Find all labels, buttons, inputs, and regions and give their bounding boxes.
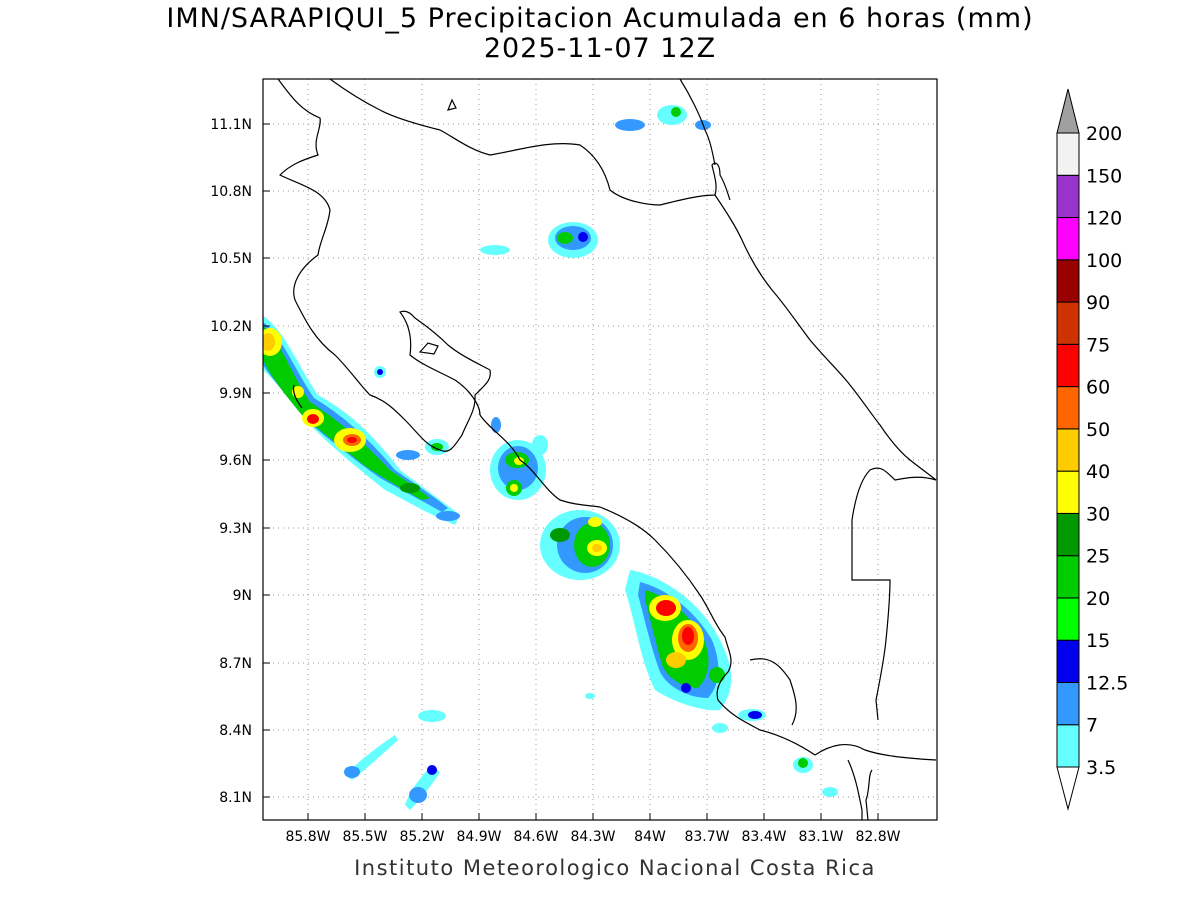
plot-frame <box>262 78 938 821</box>
colorbar-level-label: 30 <box>1086 503 1110 525</box>
colorbar-swatch <box>1056 132 1080 176</box>
x-tick-label: 84.9W <box>456 829 501 845</box>
colorbar-swatch <box>1056 470 1080 514</box>
y-tick-label: 8.4N <box>219 723 252 739</box>
x-tick-label: 85.5W <box>342 829 387 845</box>
colorbar-level-label: 120 <box>1086 208 1122 230</box>
colorbar-swatch <box>1056 301 1080 345</box>
colorbar-swatch <box>1056 428 1080 472</box>
colorbar-level-label: 200 <box>1086 123 1122 145</box>
colorbar-swatch <box>1056 597 1080 641</box>
rain-cell-osa-peninsula <box>625 570 732 711</box>
colorbar-level-label: 12.5 <box>1086 672 1128 694</box>
y-tick-label: 9.9N <box>219 386 252 402</box>
colorbar-level-label: 25 <box>1086 546 1110 568</box>
colorbar-swatch <box>1056 724 1080 768</box>
y-tick-label: 11.1N <box>210 117 252 133</box>
precipitation-field <box>263 105 838 810</box>
rain-cell-north <box>480 105 711 258</box>
colorbar-level-label: 75 <box>1086 334 1110 356</box>
y-tick-label: 10.5N <box>210 251 252 267</box>
colorbar-swatch <box>1056 512 1080 557</box>
colorbar-swatch <box>1056 386 1080 430</box>
colorbar-level-label: 90 <box>1086 292 1110 314</box>
colorbar-level-label: 100 <box>1086 250 1122 272</box>
colorbar-swatch <box>1056 639 1080 683</box>
rain-cell-small <box>396 450 420 460</box>
y-tick-label: 9.6N <box>219 453 252 469</box>
x-tick-label: 82.8W <box>855 829 900 845</box>
x-tick-label: 83.7W <box>684 829 729 845</box>
longitude-axis: 85.8W 85.5W 85.2W 84.9W 84.6W 84.3W 84W 83.7W 83… <box>285 813 901 845</box>
x-tick-label: 84.3W <box>570 829 615 845</box>
colorbar-swatch <box>1056 217 1080 261</box>
y-tick-label: 8.7N <box>219 656 252 672</box>
x-tick-label: 85.2W <box>399 829 444 845</box>
map-title: IMN/SARAPIQUI_5 Precipitacion Acumulada … <box>166 3 1034 34</box>
y-tick-label: 9.3N <box>219 521 252 537</box>
x-tick-label: 83.1W <box>798 829 843 845</box>
colorbar-level-label: 7 <box>1086 715 1098 737</box>
x-tick-label: 85.8W <box>285 829 330 845</box>
colorbar-level-label: 60 <box>1086 377 1110 399</box>
x-tick-label: 84W <box>634 829 666 845</box>
colorbar-swatch <box>1056 174 1080 219</box>
y-tick-label: 9N <box>233 588 252 604</box>
rain-cell-offshore-south <box>344 710 446 810</box>
map-subtitle-datetime: 2025-11-07 12Z <box>483 33 717 64</box>
colorbar-swatch <box>1056 259 1080 303</box>
y-tick-label: 10.8N <box>210 184 252 200</box>
y-tick-label: 8.1N <box>219 790 252 806</box>
colorbar-min-arrow <box>1056 766 1080 811</box>
rain-cell-central-pacific <box>490 417 548 500</box>
colorbar-level-label: 50 <box>1086 419 1110 441</box>
colorbar-level-label: 20 <box>1086 588 1110 610</box>
x-tick-label: 83.4W <box>741 829 786 845</box>
coastlines <box>277 79 937 820</box>
colorbar-swatch <box>1056 343 1080 388</box>
colorbar-swatch <box>1056 681 1080 726</box>
footer-credit: Instituto Meteorologico Nacional Costa R… <box>354 856 876 880</box>
colorbar-level-label: 40 <box>1086 461 1110 483</box>
x-tick-label: 84.6W <box>513 829 558 845</box>
latitude-axis: 11.1N 10.8N 10.5N 10.2N 9.9N 9.6N 9.3N 9N 8.7N 8.… <box>210 117 270 806</box>
rain-cell-quepos <box>540 510 620 580</box>
colorbar-level-label: 3.5 <box>1086 757 1116 779</box>
colorbar-level-label: 150 <box>1086 165 1122 187</box>
rain-cell-guanacaste-coast <box>263 316 460 525</box>
precipitation-colorbar: 3.5 7 12.5 15 20 25 30 40 50 60 75 90 100 120 150 200 <box>1056 88 1128 811</box>
colorbar-max-arrow <box>1056 88 1080 134</box>
colorbar-level-label: 15 <box>1086 630 1110 652</box>
colorbar-swatch <box>1056 555 1080 599</box>
y-tick-label: 10.2N <box>210 319 252 335</box>
